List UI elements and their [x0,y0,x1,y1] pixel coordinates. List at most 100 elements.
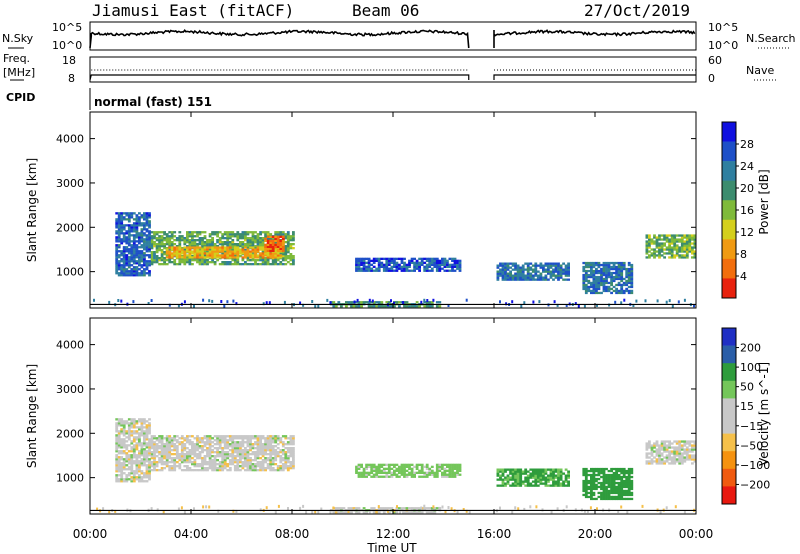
heatmap-cell [221,441,225,444]
heatmap-cell [254,459,257,462]
heatmap-cell [132,268,136,271]
heatmap-cell [390,299,392,303]
heatmap-cell [213,245,217,248]
heatmap-cell [398,465,401,468]
heatmap-cell [673,244,677,247]
heatmap-cell [506,476,510,479]
heatmap-cell [377,511,381,514]
y-tick-label: 1000 [56,266,84,279]
heatmap-cell [514,480,517,483]
heatmap-cell [188,252,192,255]
heatmap-cell [590,275,593,279]
heatmap-cell [372,301,376,304]
heatmap-cell [208,459,212,462]
heatmap-cell [592,271,596,275]
heatmap-cell [148,468,151,471]
heatmap-cell [127,430,131,433]
velocity-ylabel: Slant Range [km] [25,364,39,468]
heatmap-cell [499,470,502,473]
heatmap-cell [148,466,151,469]
heatmap-cell [448,475,452,478]
heatmap-cell [511,511,514,514]
heatmap-cell [117,478,121,481]
heatmap-cell [340,507,343,510]
heatmap-cell [191,443,194,446]
heatmap-cell [554,274,558,277]
heatmap-cell [201,451,204,454]
heatmap-cell [279,233,283,236]
heatmap-cell [138,456,141,459]
heatmap-cell [221,451,225,454]
heatmap-cell [605,479,608,483]
heatmap-cell [259,245,262,248]
heatmap-cell [125,212,129,215]
heatmap-cell [529,274,533,277]
heatmap-cell [115,450,119,453]
heatmap-cell [201,439,204,442]
heatmap-cell [125,432,129,435]
heatmap-cell [239,459,242,462]
heatmap-cell [622,467,626,471]
heatmap-cell [236,256,240,259]
heatmap-cell [236,449,240,452]
heatmap-cell [193,248,197,251]
heatmap-cell [236,459,240,462]
heatmap-cell [271,243,275,246]
heatmap-cell [372,463,376,466]
heatmap-cell [605,477,608,481]
heatmap-cell [458,259,462,262]
heatmap-cell [516,470,520,473]
heatmap-cell [130,478,134,481]
heatmap-cell [193,254,197,257]
heatmap-cell [595,269,598,273]
heatmap-cell [536,478,540,481]
heatmap-cell [395,463,399,466]
heatmap-cell [120,254,124,257]
heatmap-cell [405,469,409,472]
heatmap-cell [531,276,535,279]
heatmap-cell [153,453,156,456]
heatmap-cell [153,465,156,468]
heatmap-cell [610,267,613,271]
heatmap-cell [615,287,618,291]
heatmap-cell [218,445,222,448]
heatmap-cell [256,263,260,266]
colorbar-tick-label: −50 [740,439,763,452]
heatmap-cell [612,475,616,479]
heatmap-cell [120,438,124,441]
heatmap-cell [688,454,692,457]
heatmap-cell [567,272,570,275]
heatmap-cell [519,478,523,481]
heatmap-cell [355,469,358,472]
heatmap-cell [140,424,144,427]
heatmap-cell [178,252,182,255]
heatmap-cell [650,450,654,453]
heatmap-cell [155,239,159,242]
heatmap-cell [130,450,134,453]
heatmap-cell [385,463,389,466]
heatmap-cell [130,248,134,251]
heatmap-cell [547,278,550,281]
heatmap-cell [382,269,386,272]
heatmap-cell [132,426,136,429]
heatmap-cell [241,252,245,255]
heatmap-cell [140,228,144,231]
heatmap-cell [612,267,616,271]
heatmap-cell [529,482,533,485]
heatmap-cell [511,274,515,277]
heatmap-cell [615,283,618,287]
heatmap-cell [610,273,613,277]
heatmap-cell [125,248,129,251]
heatmap-cell [602,495,606,499]
heatmap-cell [441,465,444,468]
heatmap-cell [584,269,588,273]
heatmap-cell [208,505,211,509]
heatmap-cell [670,248,674,251]
heatmap-cell [625,493,629,497]
heatmap-cell [120,480,124,483]
heatmap-cell [380,263,384,266]
heatmap-cell [496,478,500,481]
heatmap-cell [658,250,661,253]
heatmap-cell [211,250,214,253]
heatmap-cell [675,448,679,451]
